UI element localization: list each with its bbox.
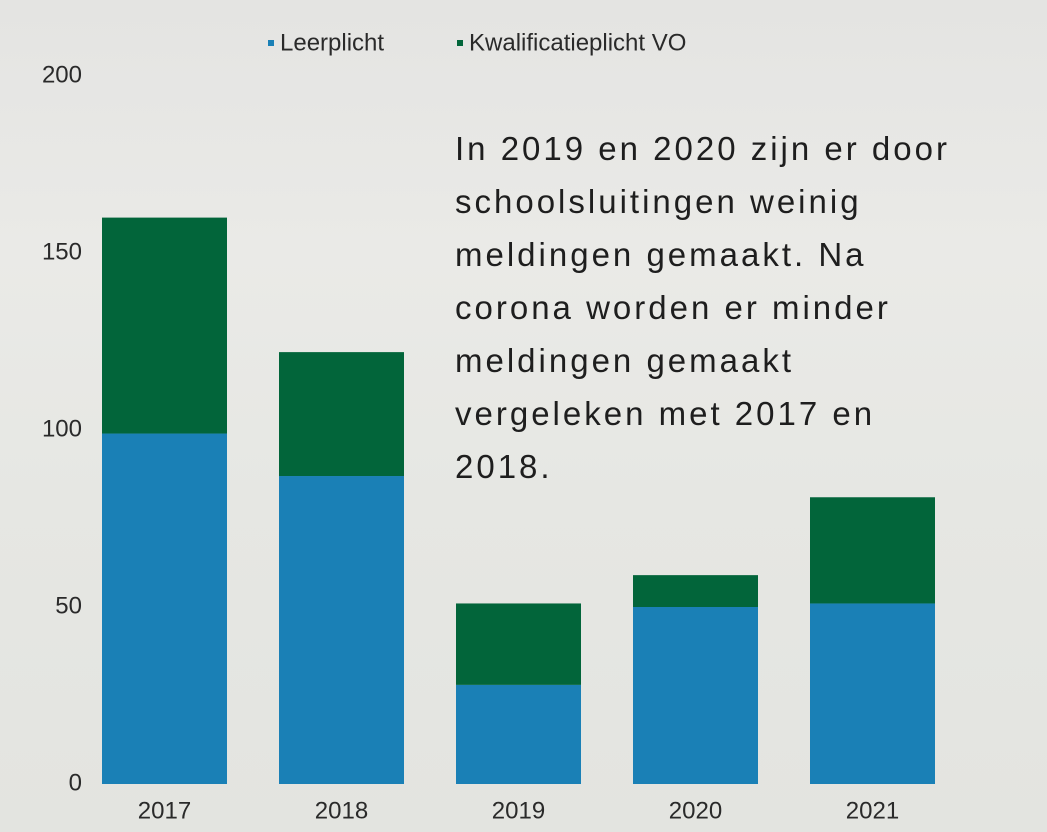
annotation-line: In 2019 en 2020 zijn er door: [455, 130, 950, 167]
legend-swatch: [457, 40, 463, 46]
annotation-line: meldingen gemaakt. Na: [455, 236, 867, 273]
x-tick-label: 2021: [846, 797, 899, 824]
y-tick-label: 0: [69, 769, 82, 796]
bar: [279, 352, 404, 477]
x-tick-label: 2017: [138, 797, 191, 824]
x-tick-label: 2020: [669, 797, 722, 824]
annotation-line: corona worden er minder: [455, 289, 891, 326]
bar: [456, 684, 581, 784]
bar: [633, 607, 758, 784]
bar: [102, 217, 227, 434]
x-tick-label: 2019: [492, 797, 545, 824]
legend-label: Leerplicht: [280, 29, 384, 56]
x-tick-label: 2018: [315, 797, 368, 824]
y-tick-label: 150: [42, 238, 82, 265]
annotation: In 2019 en 2020 zijn er door schoolsluiti…: [455, 122, 950, 493]
y-tick-label: 100: [42, 415, 82, 442]
y-tick-label: 50: [55, 592, 82, 619]
bar: [102, 433, 227, 784]
annotation-line: schoolsluitingen weinig: [455, 183, 862, 220]
legend-swatch: [268, 40, 274, 46]
bar: [810, 603, 935, 784]
bar: [279, 476, 404, 784]
y-tick-label: 200: [42, 61, 82, 88]
legend-label: Kwalificatieplicht VO: [469, 29, 686, 56]
annotation-line: 2018.: [455, 448, 553, 485]
bar: [456, 603, 581, 685]
bar: [810, 497, 935, 604]
annotation-line: vergeleken met 2017 en: [455, 395, 876, 432]
bar: [633, 575, 758, 607]
annotation-line: meldingen gemaakt: [455, 342, 795, 379]
